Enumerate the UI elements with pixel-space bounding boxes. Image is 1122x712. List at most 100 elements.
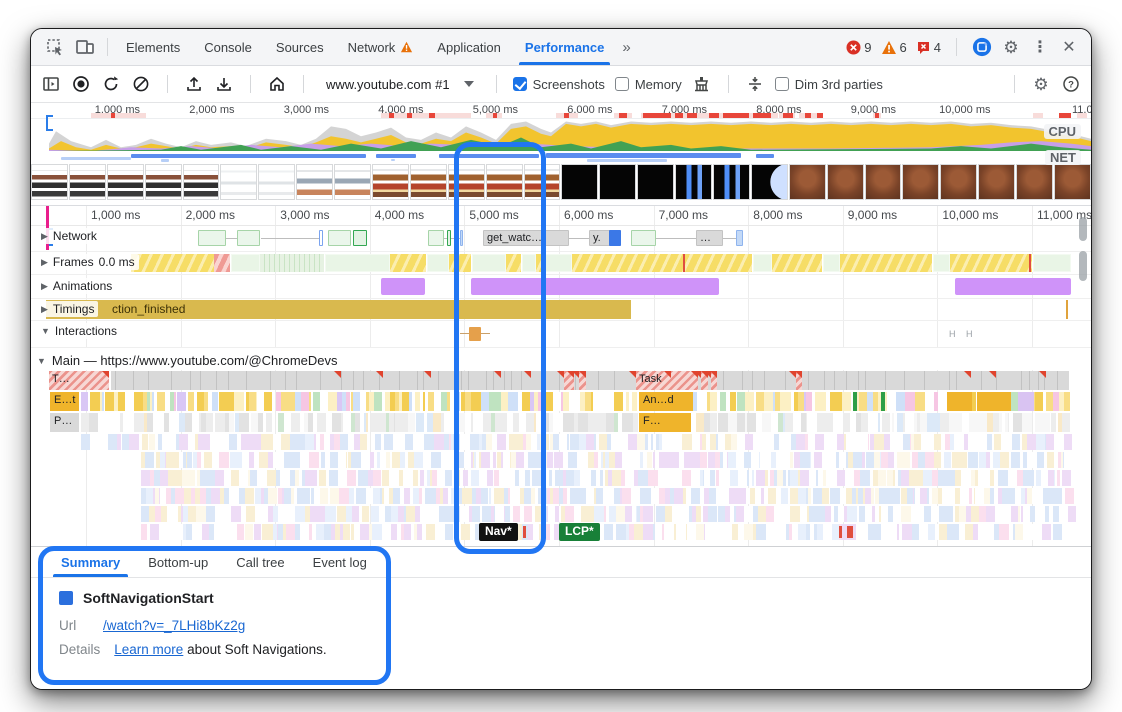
- tab-console[interactable]: Console: [204, 39, 252, 55]
- long-task-bar[interactable]: [711, 371, 717, 390]
- filmstrip-screenshot[interactable]: [372, 164, 409, 200]
- network-activity-strip[interactable]: [31, 151, 1091, 164]
- network-request-bar[interactable]: get_watc…: [483, 230, 569, 246]
- device-toolbar-icon[interactable]: [75, 37, 95, 57]
- track-timings[interactable]: ction_finished ▶ Timings: [31, 299, 1091, 321]
- upload-profile-icon[interactable]: [184, 74, 204, 94]
- frame-segment[interactable]: [506, 254, 521, 272]
- filmstrip-screenshot[interactable]: [1054, 164, 1091, 200]
- long-task-bar[interactable]: [564, 371, 574, 390]
- frame-segment[interactable]: [230, 254, 260, 272]
- long-task-bar[interactable]: [579, 371, 586, 390]
- memory-checkbox[interactable]: Memory: [614, 77, 682, 92]
- flame-event-bar[interactable]: E…t: [49, 392, 79, 411]
- soft-navigation-marker[interactable]: Nav*: [479, 523, 518, 541]
- tab-call-tree[interactable]: Call tree: [236, 554, 285, 570]
- settings-gear-icon[interactable]: ⚙: [1003, 37, 1019, 57]
- filmstrip-screenshot[interactable]: [523, 164, 561, 200]
- long-task-bar[interactable]: T…: [49, 371, 109, 390]
- tab-elements[interactable]: Elements: [126, 39, 181, 55]
- clear-icon[interactable]: [131, 74, 151, 94]
- collapse-arrow-icon[interactable]: ▼: [37, 355, 46, 366]
- frame-segment[interactable]: [260, 254, 324, 272]
- timing-event-bar[interactable]: ction_finished: [46, 300, 631, 319]
- flame-event-bar[interactable]: [946, 392, 972, 411]
- expand-arrow-icon[interactable]: ▶: [41, 303, 48, 314]
- filmstrip-screenshot[interactable]: [144, 164, 182, 200]
- inspect-element-icon[interactable]: [45, 37, 65, 57]
- frame-segment[interactable]: [521, 254, 536, 272]
- filmstrip-screenshot[interactable]: [485, 164, 523, 200]
- help-icon[interactable]: ?: [1061, 74, 1081, 94]
- animation-bar[interactable]: [471, 278, 719, 295]
- frame-segment[interactable]: [471, 254, 506, 272]
- filmstrip-screenshot[interactable]: [713, 164, 750, 200]
- frame-segment[interactable]: [449, 254, 471, 272]
- tab-event-log[interactable]: Event log: [312, 554, 367, 570]
- frame-segment[interactable]: [390, 254, 426, 272]
- long-task-bar[interactable]: [796, 371, 802, 390]
- filmstrip-screenshot[interactable]: [826, 164, 864, 200]
- filmstrip-screenshot[interactable]: [106, 164, 144, 200]
- history-select[interactable]: www.youtube.com #1: [320, 75, 480, 94]
- tab-network[interactable]: Network: [336, 29, 426, 65]
- track-animations[interactable]: ▶ Animations: [31, 276, 1091, 299]
- warning-badge[interactable]: 6: [881, 40, 907, 55]
- frame-segment[interactable]: [572, 254, 752, 272]
- tab-bottom-up[interactable]: Bottom-up: [148, 554, 209, 570]
- frame-segment[interactable]: [544, 254, 572, 272]
- track-network[interactable]: ▶ Network get_watc… y.…: [31, 226, 1091, 252]
- frame-segment[interactable]: [950, 254, 1032, 272]
- network-request-bar[interactable]: [198, 230, 226, 246]
- home-icon[interactable]: [267, 74, 287, 94]
- flame-event-bar[interactable]: P…: [49, 413, 79, 432]
- filmstrip-screenshot[interactable]: [258, 164, 296, 200]
- network-request-bar[interactable]: [609, 230, 621, 246]
- network-request-bar[interactable]: [736, 230, 743, 246]
- interaction-bar[interactable]: [469, 327, 481, 341]
- network-request-bar[interactable]: [460, 230, 463, 246]
- flame-event-bar[interactable]: F…: [638, 413, 691, 432]
- timeline-tracks[interactable]: 1,000 ms 2,000 ms 3,000 ms 4,000 ms 5,000 ms…: [31, 206, 1091, 546]
- issues-badge[interactable]: 4: [916, 40, 941, 55]
- frame-segment[interactable]: [822, 254, 840, 272]
- flame-event-bar[interactable]: [976, 392, 1011, 411]
- network-request-bar[interactable]: …: [696, 230, 723, 246]
- timeline-overview[interactable]: 1,000 ms 2,000 ms 3,000 ms 4,000 ms 5,000 ms…: [31, 103, 1091, 206]
- download-profile-icon[interactable]: [214, 74, 234, 94]
- filmstrip-screenshot[interactable]: [940, 164, 978, 200]
- frame-segment[interactable]: [131, 254, 214, 272]
- network-request-bar[interactable]: [328, 230, 351, 246]
- scrollbar-thumb[interactable]: [1079, 217, 1087, 241]
- overview-ruler[interactable]: 1,000 ms 2,000 ms 3,000 ms 4,000 ms 5,000 ms…: [31, 103, 1091, 119]
- record-icon[interactable]: [71, 74, 91, 94]
- frame-segment[interactable]: [426, 254, 449, 272]
- reload-record-icon[interactable]: [101, 74, 121, 94]
- flame-row-tasks[interactable]: T… Task: [31, 370, 1091, 391]
- collapse-panels-icon[interactable]: [745, 74, 765, 94]
- kebab-menu-icon[interactable]: ⋮: [1032, 39, 1048, 56]
- cpu-activity-chart[interactable]: [31, 119, 1091, 151]
- learn-more-link[interactable]: Learn more: [114, 642, 184, 657]
- scrollbar-thumb[interactable]: [1079, 251, 1087, 281]
- flame-event-bar[interactable]: An…d: [638, 392, 693, 411]
- frame-segment[interactable]: [840, 254, 932, 272]
- animation-bar[interactable]: [955, 278, 1071, 295]
- screenshot-filmstrip[interactable]: [31, 164, 1091, 200]
- error-badge[interactable]: 9: [846, 40, 872, 55]
- close-icon[interactable]: ✕: [1062, 39, 1076, 56]
- network-request-bar[interactable]: [631, 230, 656, 246]
- frame-segment[interactable]: [752, 254, 772, 272]
- frame-segment[interactable]: [683, 254, 685, 272]
- track-interactions[interactable]: ▼ Interactions H H: [31, 321, 1091, 348]
- filmstrip-screenshot[interactable]: [978, 164, 1016, 200]
- toggle-sidebar-icon[interactable]: [41, 74, 61, 94]
- tab-summary[interactable]: Summary: [49, 547, 132, 577]
- filmstrip-screenshot[interactable]: [220, 164, 258, 200]
- lcp-marker[interactable]: LCP*: [559, 523, 600, 541]
- track-frames[interactable]: ▶ Frames 0.0 ms: [31, 252, 1091, 275]
- flame-row-profiling[interactable]: P… F…: [31, 412, 1091, 433]
- expand-arrow-icon[interactable]: ▶: [41, 256, 48, 267]
- filmstrip-screenshot[interactable]: [902, 164, 940, 200]
- filmstrip-screenshot[interactable]: [31, 164, 68, 200]
